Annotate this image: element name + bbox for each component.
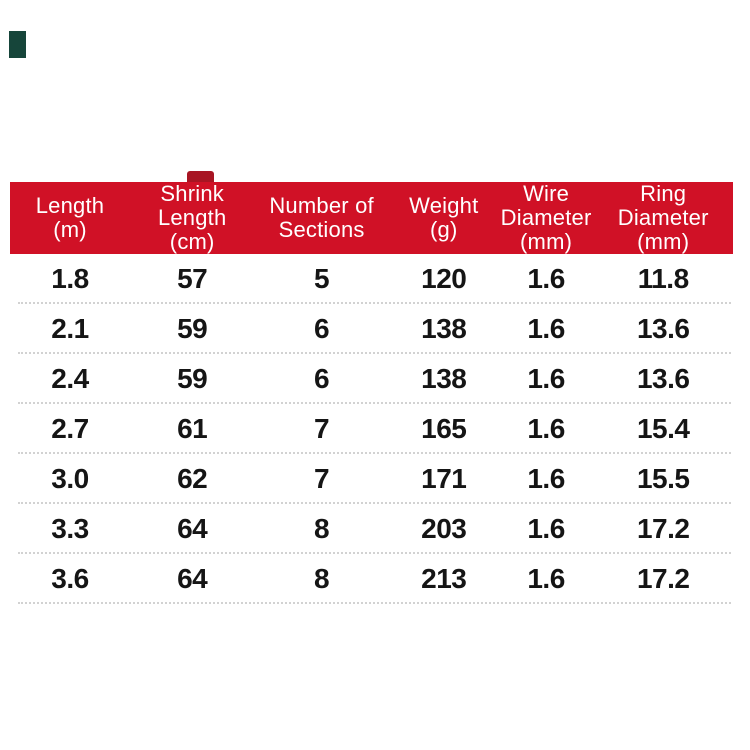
table-cell: 13.6 xyxy=(636,313,690,344)
table-cell: 1.6 xyxy=(527,313,565,344)
table-cell: 17.2 xyxy=(636,563,690,594)
table-cell: 61 xyxy=(177,413,208,444)
column-header: Length (m) xyxy=(35,193,105,242)
top-left-artifact-mark xyxy=(9,31,26,58)
column-header: Ring Diameter (mm) xyxy=(617,181,709,254)
table-header-row: Length (m) Shrink Length (cm) Number of Se… xyxy=(10,182,733,254)
table-cell: 17.2 xyxy=(636,513,690,544)
table-cell: 15.5 xyxy=(636,463,690,494)
table-cell: 2.7 xyxy=(51,413,89,444)
table-cell: 5 xyxy=(314,263,330,294)
table-cell: 15.4 xyxy=(636,413,690,444)
table-cell: 1.6 xyxy=(527,463,565,494)
table-cell: 6 xyxy=(314,363,330,394)
table-cell: 11.8 xyxy=(637,263,689,294)
table-body: 1.8 57 5 120 1.6 11.8 2.1 59 6 138 1.6 13.6 2.4 59 6 13… xyxy=(10,254,733,604)
table-cell: 3.6 xyxy=(51,563,89,594)
spec-table: Length (m) Shrink Length (cm) Number of Se… xyxy=(10,182,733,604)
table-cell: 64 xyxy=(177,563,208,594)
table-cell: 13.6 xyxy=(636,363,690,394)
table-cell: 7 xyxy=(314,413,330,444)
table-cell: 213 xyxy=(421,563,467,594)
column-header: Wire Diameter (mm) xyxy=(500,181,592,254)
table-cell: 2.1 xyxy=(51,313,89,344)
table-row: 1.8 57 5 120 1.6 11.8 xyxy=(10,254,733,304)
table-row: 2.4 59 6 138 1.6 13.6 xyxy=(10,354,733,404)
table-cell: 1.8 xyxy=(51,263,89,294)
table-cell: 165 xyxy=(421,413,467,444)
column-header: Weight (g) xyxy=(409,193,479,242)
table-cell: 1.6 xyxy=(527,563,565,594)
table-cell: 62 xyxy=(177,463,208,494)
table-cell: 1.6 xyxy=(527,513,565,544)
table-cell: 64 xyxy=(177,513,208,544)
table-cell: 171 xyxy=(421,463,467,494)
table-cell: 203 xyxy=(421,513,467,544)
table-row: 3.6 64 8 213 1.6 17.2 xyxy=(10,554,733,604)
table-cell: 3.3 xyxy=(51,513,89,544)
table-row: 2.1 59 6 138 1.6 13.6 xyxy=(10,304,733,354)
table-row: 3.3 64 8 203 1.6 17.2 xyxy=(10,504,733,554)
table-cell: 8 xyxy=(314,513,330,544)
table-cell: 3.0 xyxy=(51,463,89,494)
table-cell: 1.6 xyxy=(527,363,565,394)
table-row: 2.7 61 7 165 1.6 15.4 xyxy=(10,404,733,454)
table-cell: 59 xyxy=(177,313,208,344)
table-cell: 59 xyxy=(177,363,208,394)
table-cell: 138 xyxy=(421,313,467,344)
header-top-smudge xyxy=(187,171,214,182)
table-cell: 138 xyxy=(421,363,467,394)
table-cell: 1.6 xyxy=(527,413,565,444)
column-header: Number of Sections xyxy=(269,193,374,242)
column-header: Shrink Length (cm) xyxy=(157,181,227,254)
table-cell: 120 xyxy=(421,263,467,294)
table-cell: 8 xyxy=(314,563,330,594)
table-cell: 1.6 xyxy=(527,263,565,294)
table-cell: 2.4 xyxy=(51,363,89,394)
table-row: 3.0 62 7 171 1.6 15.5 xyxy=(10,454,733,504)
table-cell: 7 xyxy=(314,463,330,494)
table-cell: 57 xyxy=(177,263,208,294)
table-cell: 6 xyxy=(314,313,330,344)
